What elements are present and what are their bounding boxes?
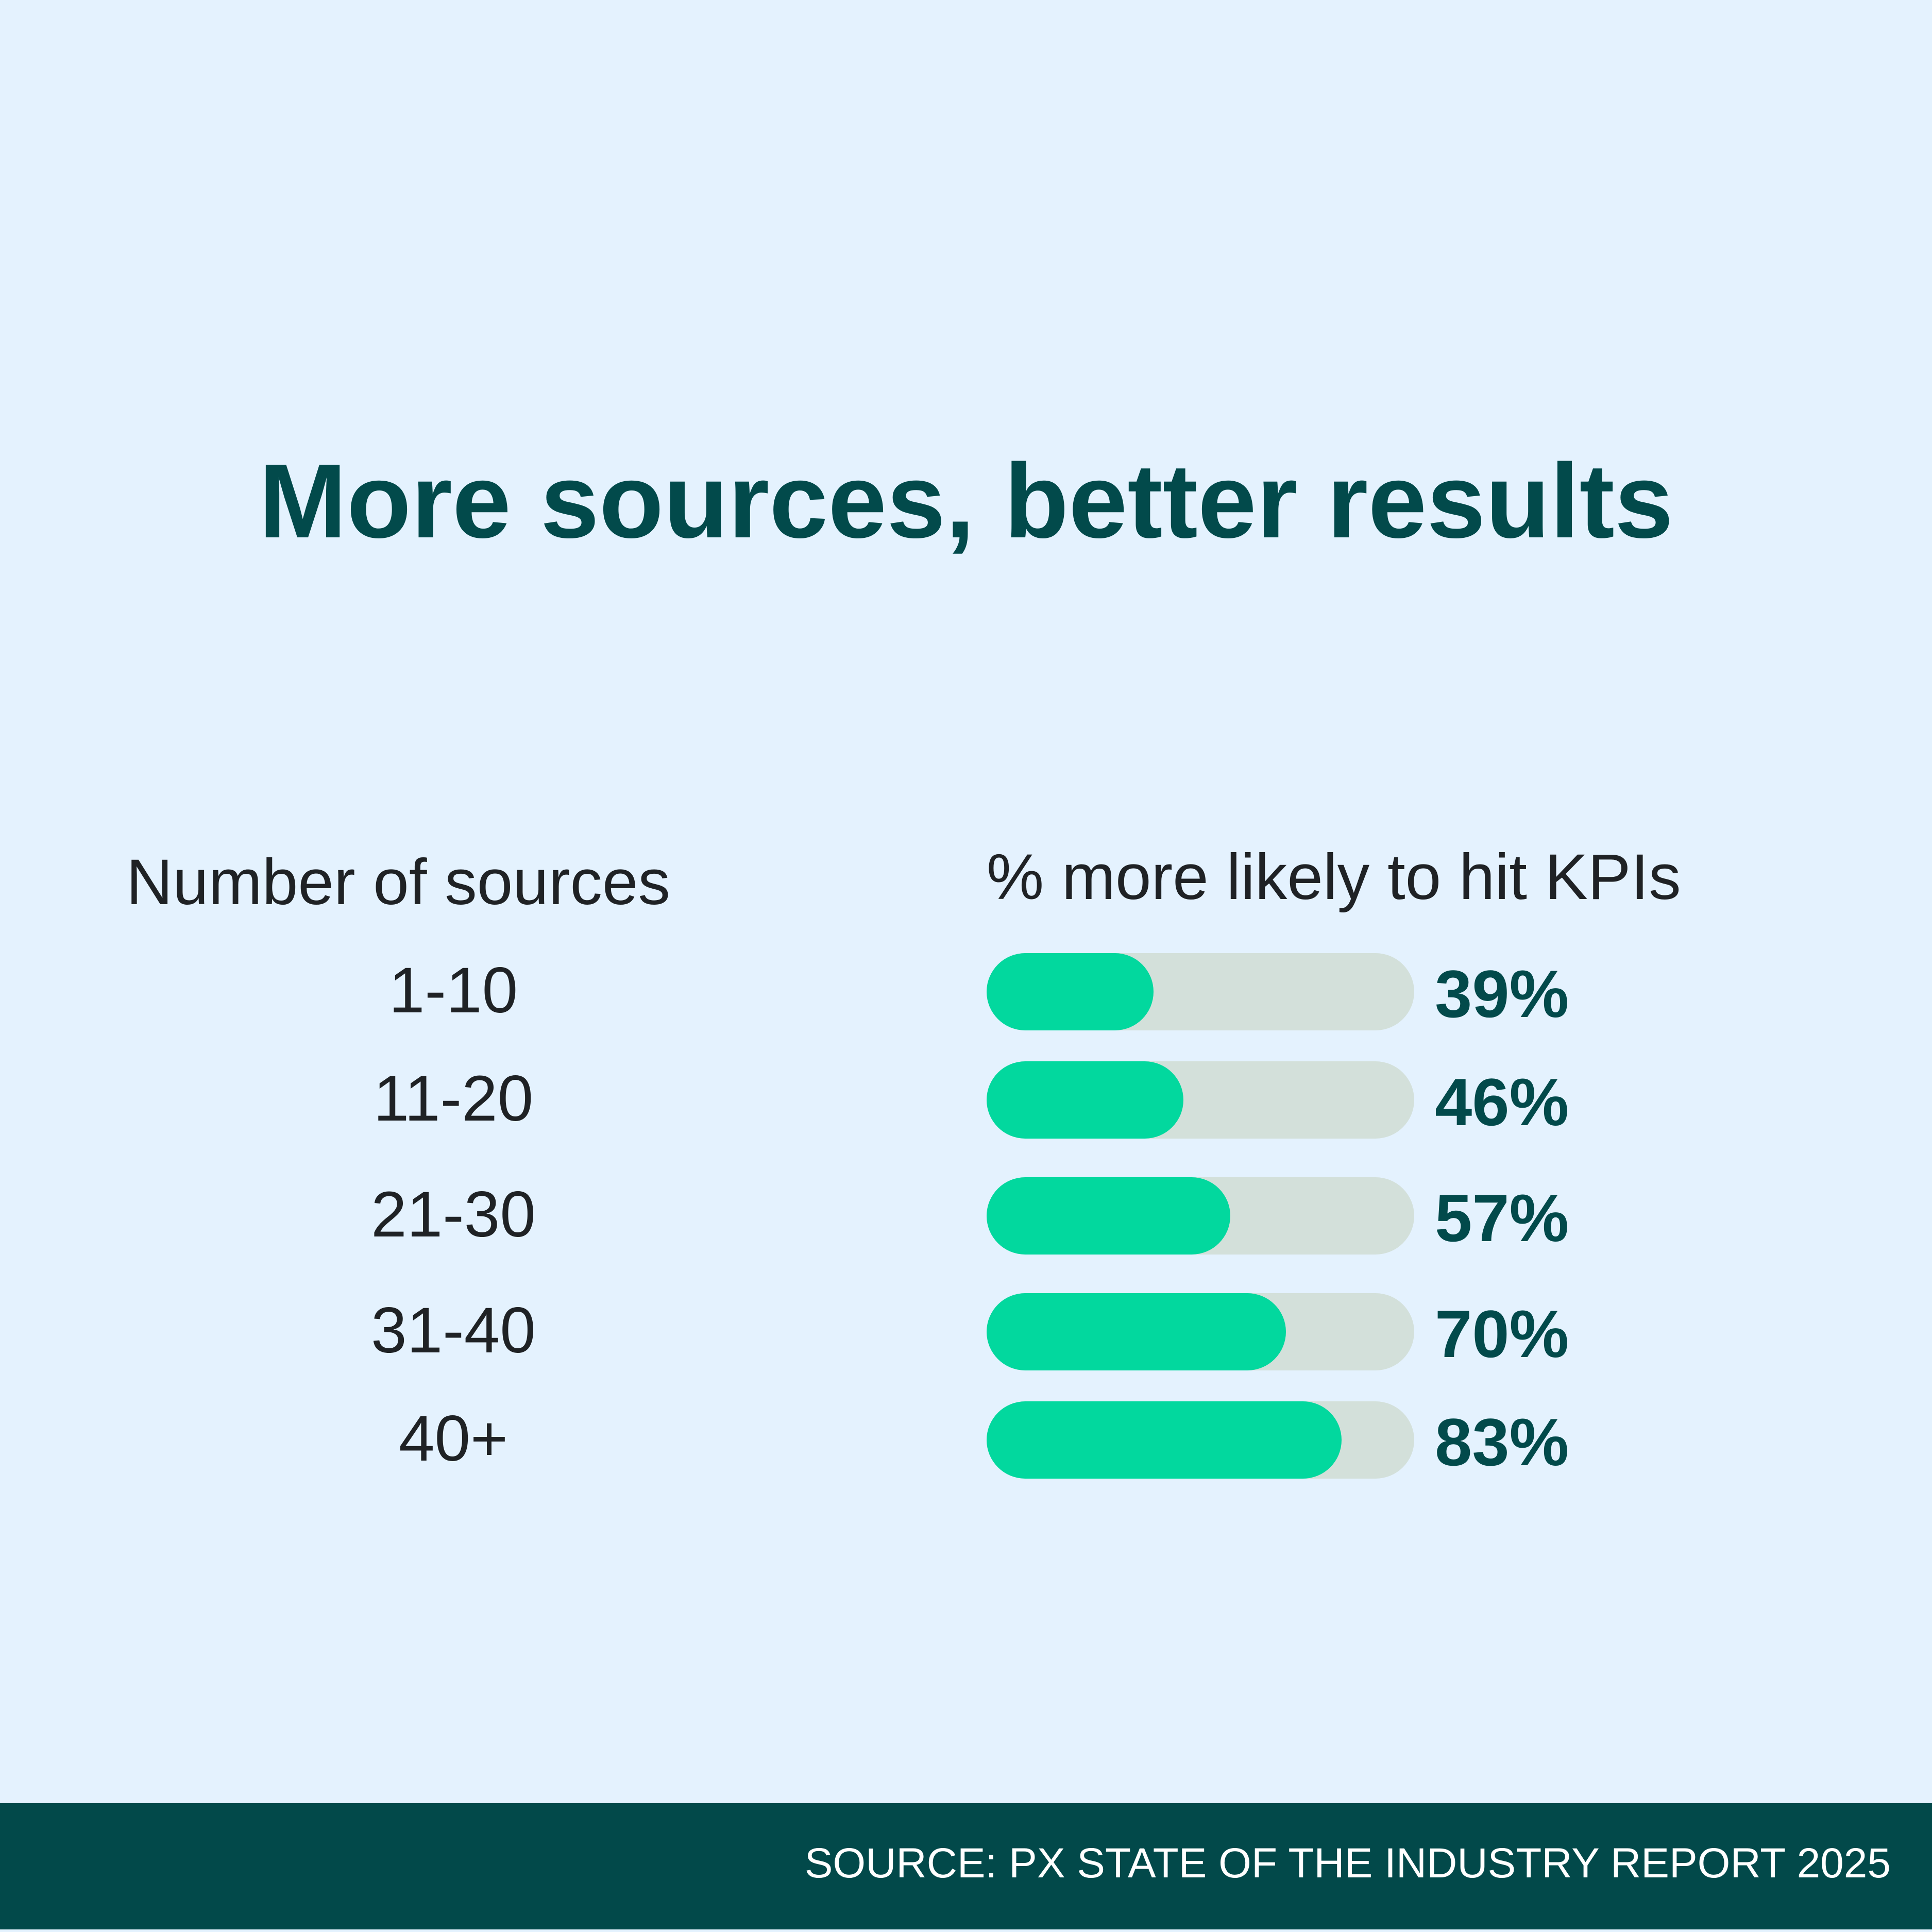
bar xyxy=(987,1401,1342,1479)
bar-track xyxy=(987,953,1414,1030)
source-note: SOURCE: PX STATE OF THE INDUSTRY REPORT … xyxy=(804,1840,1891,1887)
value-label: 57% xyxy=(1435,1180,1569,1256)
bar xyxy=(987,1061,1183,1139)
category-label: 11-20 xyxy=(373,1063,534,1134)
category-label: 31-40 xyxy=(371,1295,536,1366)
category-label: 21-30 xyxy=(371,1179,536,1250)
bar xyxy=(987,953,1154,1030)
bar xyxy=(987,1293,1286,1370)
bar-track xyxy=(987,1401,1414,1479)
category-label: 1-10 xyxy=(388,955,518,1026)
value-label: 39% xyxy=(1435,956,1569,1031)
footer-band: SOURCE: PX STATE OF THE INDUSTRY REPORT … xyxy=(0,1803,1932,1929)
bar xyxy=(987,1177,1231,1255)
value-label: 70% xyxy=(1435,1296,1569,1371)
bar-track xyxy=(987,1293,1414,1370)
bar-track xyxy=(987,1177,1414,1255)
value-label: 83% xyxy=(1435,1404,1569,1480)
category-column-label: Number of sources xyxy=(126,846,670,918)
category-label: 40+ xyxy=(398,1403,509,1475)
bar-track xyxy=(987,1061,1414,1139)
value-label: 46% xyxy=(1435,1064,1569,1140)
chart-title: More sources, better results xyxy=(259,442,1673,560)
value-column-label: % more likely to hit KPIs xyxy=(987,841,1681,913)
